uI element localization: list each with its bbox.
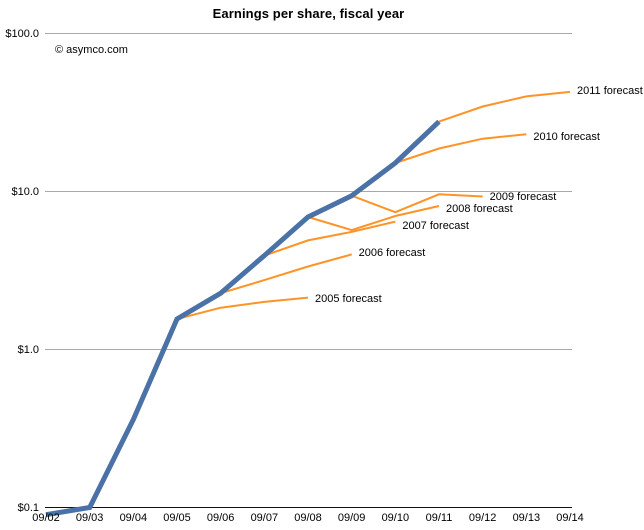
x-tick-label: 09/02: [32, 512, 60, 524]
x-tick-label: 09/09: [337, 512, 366, 524]
2006-forecast-label: 2006 forecast: [358, 246, 426, 259]
2005-forecast-label: 2005 forecast: [315, 293, 382, 306]
2005-forecast-line: [176, 296, 309, 320]
x-tick-label: 09/07: [250, 512, 279, 524]
x-tick-label: 09/13: [512, 512, 541, 524]
y-tick-label: $0.1: [17, 501, 39, 514]
2007-forecast-line: [263, 220, 396, 257]
2009-forecast-label: 2009 forecast: [489, 190, 557, 203]
chart-title: Earnings per share, fiscal year: [212, 6, 405, 21]
y-tick-label: $10.0: [11, 185, 39, 198]
2009-forecast-line: [351, 193, 483, 214]
x-tick-label: 09/03: [75, 512, 104, 524]
2010-forecast-label: 2010 forecast: [533, 130, 600, 143]
2011-forecast-label: 2011 forecast: [577, 85, 643, 98]
2008-forecast-line: [307, 205, 440, 232]
2007-forecast-label: 2007 forecast: [402, 220, 469, 233]
y-tick-label: $100.0: [5, 27, 39, 40]
x-tick-label: 09/06: [206, 512, 235, 524]
2011-forecast-line: [438, 90, 571, 123]
actual-eps-line: [45, 119, 441, 518]
2008-forecast-label: 2008 forecast: [446, 203, 513, 216]
x-tick-label: 09/12: [468, 512, 497, 524]
copyright-watermark: © asymco.com: [55, 44, 128, 56]
x-tick-label: 09/14: [556, 512, 584, 524]
2006-forecast-line: [220, 253, 352, 295]
x-tick-label: 09/11: [425, 512, 453, 524]
x-tick-label: 09/10: [381, 512, 410, 524]
y-tick-label: $1.0: [17, 343, 39, 356]
2010-forecast-line: [394, 133, 527, 164]
x-tick-label: 09/08: [294, 512, 322, 524]
x-tick-label: 09/04: [119, 512, 148, 524]
x-tick-label: 09/05: [163, 512, 191, 524]
